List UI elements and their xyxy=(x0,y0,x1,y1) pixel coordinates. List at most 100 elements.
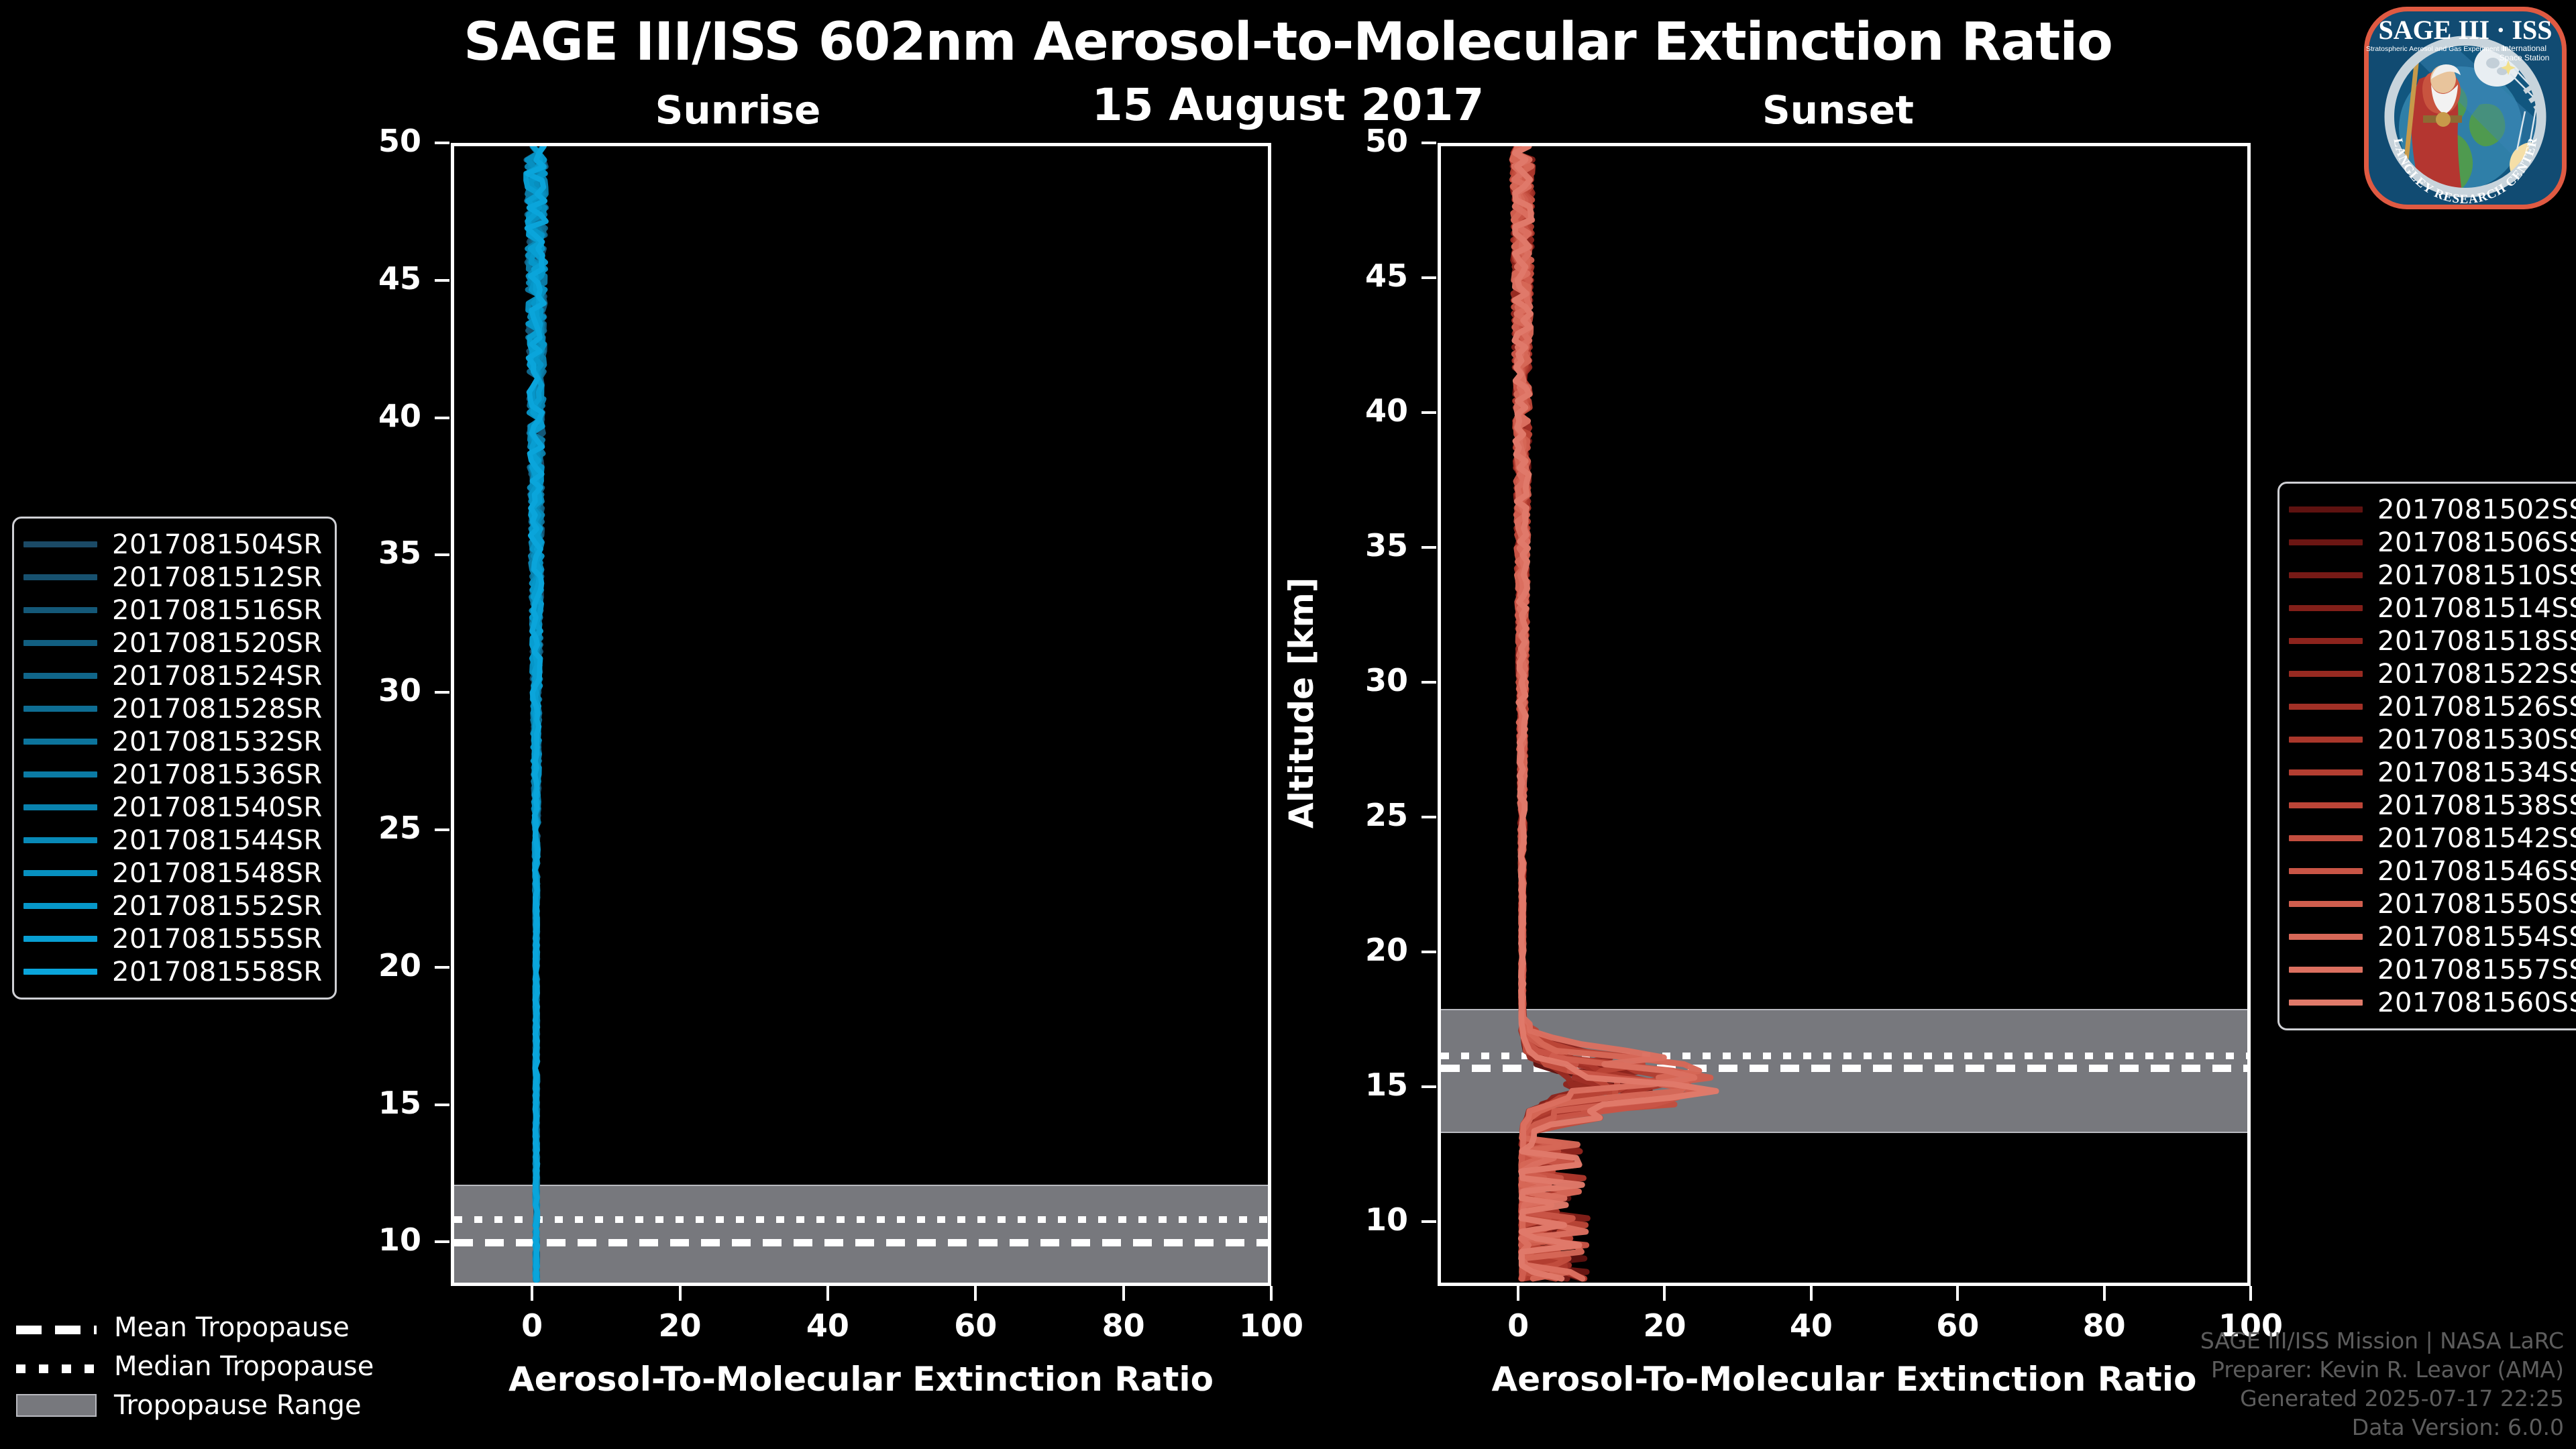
y-tick xyxy=(1421,276,1436,279)
legend-color-swatch xyxy=(2289,868,2363,874)
legend-item[interactable]: 2017081502SS xyxy=(2289,493,2576,526)
legend-item[interactable]: 2017081510SS xyxy=(2289,559,2576,592)
y-tick xyxy=(435,1103,449,1106)
legend-color-swatch xyxy=(2289,737,2363,743)
legend-item-label: 2017081534SS xyxy=(2377,757,2576,788)
legend-item[interactable]: 2017081532SR xyxy=(23,725,323,758)
legend-item-label: 2017081550SS xyxy=(2377,888,2576,920)
legend-color-swatch xyxy=(2289,605,2363,611)
sunrise-panel-label: Sunrise xyxy=(655,87,821,133)
legend-item[interactable]: 2017081552SR xyxy=(23,890,323,922)
y-tick-label: 10 xyxy=(378,1222,421,1258)
legend-item[interactable]: 2017081520SR xyxy=(23,627,323,659)
x-tick-label: 0 xyxy=(1507,1307,1529,1344)
credit-line: SAGE III/ISS Mission | NASA LaRC xyxy=(2200,1328,2564,1354)
logo-subtitle-right-1: International xyxy=(2502,44,2546,53)
x-tick-label: 100 xyxy=(1238,1307,1304,1344)
legend-item[interactable]: 2017081560SS xyxy=(2289,986,2576,1019)
legend-item-label: 2017081555SR xyxy=(112,923,323,955)
legend-color-swatch xyxy=(2289,769,2363,775)
x-tick-label: 0 xyxy=(521,1307,543,1344)
legend-item[interactable]: 2017081522SS xyxy=(2289,657,2576,690)
y-tick-label: 20 xyxy=(378,947,421,983)
sunrise-x-axis-title: Aerosol-To-Molecular Extinction Ratio xyxy=(508,1360,1214,1399)
sunset-x-axis-title: Aerosol-To-Molecular Extinction Ratio xyxy=(1491,1360,2197,1399)
y-tick-label: 35 xyxy=(1364,527,1408,564)
sunset-panel-label: Sunset xyxy=(1762,87,1914,133)
legend-color-swatch xyxy=(2289,704,2363,710)
legend-item-label: 2017081526SS xyxy=(2377,691,2576,722)
legend-item[interactable]: 2017081557SS xyxy=(2289,953,2576,986)
legend-item[interactable]: 2017081534SS xyxy=(2289,756,2576,789)
legend-item[interactable]: 2017081538SS xyxy=(2289,789,2576,822)
legend-color-swatch xyxy=(2289,835,2363,841)
legend-item[interactable]: 2017081555SR xyxy=(23,922,323,955)
legend-item[interactable]: 2017081558SR xyxy=(23,955,323,988)
legend-item[interactable]: 2017081512SR xyxy=(23,561,323,594)
x-tick xyxy=(1270,1286,1273,1301)
legend-item[interactable]: 2017081540SR xyxy=(23,791,323,824)
legend-item-label: 2017081552SR xyxy=(112,890,323,922)
legend-color-swatch xyxy=(2289,901,2363,907)
y-tick xyxy=(1421,680,1436,684)
logo-title: SAGE III · ISS xyxy=(2378,15,2552,45)
legend-item-label: 2017081554SS xyxy=(2377,921,2576,953)
legend-item[interactable]: 2017081516SR xyxy=(23,594,323,627)
legend-item[interactable]: 2017081504SR xyxy=(23,528,323,561)
legend-color-swatch xyxy=(2289,934,2363,940)
legend-item[interactable]: 2017081542SS xyxy=(2289,822,2576,855)
x-tick xyxy=(1122,1286,1125,1301)
legend-item-label: 2017081558SR xyxy=(112,956,323,987)
y-tick xyxy=(1421,142,1436,144)
y-tick-label: 50 xyxy=(378,123,421,159)
tropopause-legend-item: Median Tropopause xyxy=(16,1350,374,1383)
legend-item-label: 2017081530SS xyxy=(2377,724,2576,755)
legend-item[interactable]: 2017081548SR xyxy=(23,857,323,890)
legend-item-label: 2017081544SR xyxy=(112,824,323,856)
legend-item-label: 2017081512SR xyxy=(112,561,323,593)
y-tick-label: 15 xyxy=(378,1084,421,1121)
y-tick xyxy=(435,828,449,832)
legend-item[interactable]: 2017081530SS xyxy=(2289,723,2576,756)
legend-item[interactable]: 2017081550SS xyxy=(2289,888,2576,920)
tropopause-legend-label: Median Tropopause xyxy=(114,1351,374,1382)
y-tick xyxy=(1421,411,1436,414)
y-tick-label: 40 xyxy=(378,397,421,434)
tropopause-legend-label: Tropopause Range xyxy=(114,1390,362,1421)
legend-item[interactable]: 2017081506SS xyxy=(2289,526,2576,559)
legend-item[interactable]: 2017081536SR xyxy=(23,758,323,791)
y-tick-label: 15 xyxy=(1364,1066,1408,1103)
x-tick xyxy=(2249,1286,2252,1301)
x-tick-label: 40 xyxy=(806,1307,849,1344)
legend-item-label: 2017081528SR xyxy=(112,693,323,724)
legend-item-label: 2017081506SS xyxy=(2377,527,2576,558)
tropopause-legend: Mean Tropopause Median Tropopause Tropop… xyxy=(16,1311,374,1428)
sage3-iss-mission-patch-logo: SAGE III · ISS Stratospheric Aerosol and… xyxy=(2361,4,2567,209)
legend-item[interactable]: 2017081524SR xyxy=(23,659,323,692)
legend-item[interactable]: 2017081526SS xyxy=(2289,690,2576,723)
legend-item[interactable]: 2017081554SS xyxy=(2289,920,2576,953)
x-tick xyxy=(1663,1286,1666,1301)
y-tick xyxy=(1421,545,1436,549)
logo-subtitle-right-2: Space Station xyxy=(2500,53,2550,62)
median-tropopause-line xyxy=(1441,1053,2247,1060)
sunset-profile-curves xyxy=(1509,146,1719,1282)
legend-item[interactable]: 2017081544SR xyxy=(23,824,323,857)
legend-item[interactable]: 2017081518SS xyxy=(2289,625,2576,657)
x-tick-label: 80 xyxy=(1102,1307,1145,1344)
legend-item[interactable]: 2017081514SS xyxy=(2289,592,2576,625)
mean-tropopause-line xyxy=(454,1239,1268,1247)
page-title: SAGE III/ISS 602nm Aerosol-to-Molecular … xyxy=(464,12,2113,72)
x-tick xyxy=(974,1286,977,1301)
sunrise-legend[interactable]: 2017081504SR 2017081512SR 2017081516SR 2… xyxy=(12,517,337,1000)
tropopause-legend-swatch xyxy=(16,1394,97,1417)
x-tick-label: 100 xyxy=(2218,1307,2284,1344)
y-tick xyxy=(1421,950,1436,953)
y-tick-label: 30 xyxy=(378,672,421,709)
legend-item-label: 2017081514SS xyxy=(2377,592,2576,624)
legend-item[interactable]: 2017081528SR xyxy=(23,692,323,725)
y-tick-label: 40 xyxy=(1364,392,1408,429)
legend-item[interactable]: 2017081546SS xyxy=(2289,855,2576,888)
sunset-legend[interactable]: 2017081502SS 2017081506SS 2017081510SS 2… xyxy=(2277,482,2576,1030)
tropopause-legend-label: Mean Tropopause xyxy=(114,1312,350,1343)
